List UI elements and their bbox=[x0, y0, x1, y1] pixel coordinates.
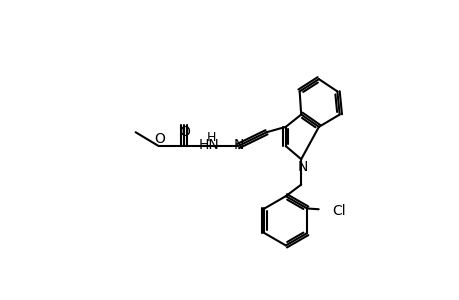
Text: H: H bbox=[207, 131, 216, 144]
Text: O: O bbox=[154, 132, 165, 146]
Text: Cl: Cl bbox=[332, 204, 346, 218]
Text: N: N bbox=[233, 138, 243, 152]
Text: HN: HN bbox=[198, 138, 218, 152]
Text: O: O bbox=[179, 125, 190, 139]
Text: N: N bbox=[297, 160, 307, 174]
